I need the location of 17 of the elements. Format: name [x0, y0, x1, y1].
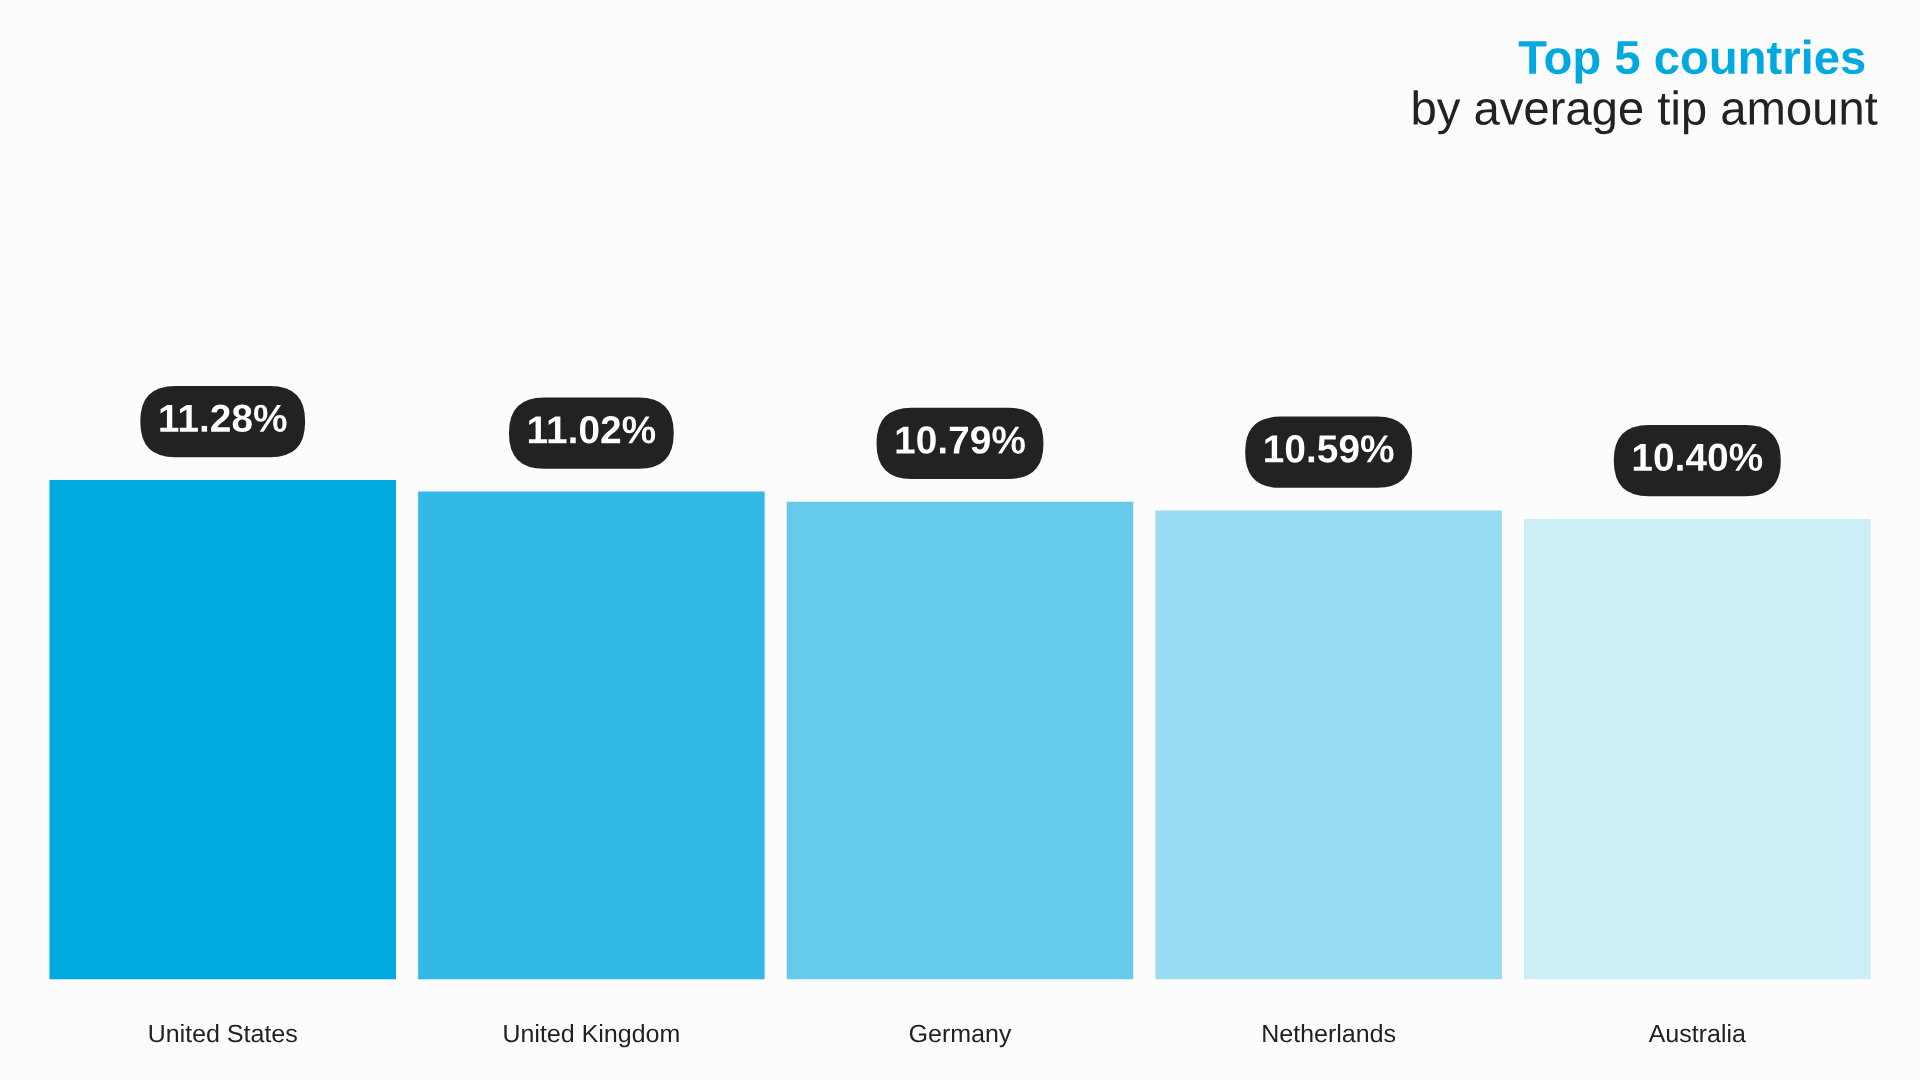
bar	[1524, 518, 1871, 980]
data-label: 10.79%	[896, 426, 1025, 454]
bar	[49, 479, 396, 980]
data-label: 11.02%	[528, 416, 656, 444]
chart-title: Top 5 countries	[1518, 39, 1865, 84]
data-label: 10.40%	[1633, 443, 1763, 472]
data-label: 10.59%	[1265, 435, 1394, 463]
x-tick-label: Australia	[1648, 1024, 1746, 1043]
data-label: 11.28%	[160, 404, 287, 433]
bar	[786, 501, 1134, 980]
bar	[1155, 510, 1502, 980]
x-tick-label: Germany	[909, 1024, 1012, 1048]
bar	[418, 491, 765, 980]
x-tick-label: United Kingdom	[504, 1024, 679, 1048]
x-tick-label: United States	[149, 1024, 297, 1043]
x-tick-label: Netherlands	[1263, 1024, 1396, 1043]
chart-subtitle: by average tip amount	[1413, 90, 1878, 135]
